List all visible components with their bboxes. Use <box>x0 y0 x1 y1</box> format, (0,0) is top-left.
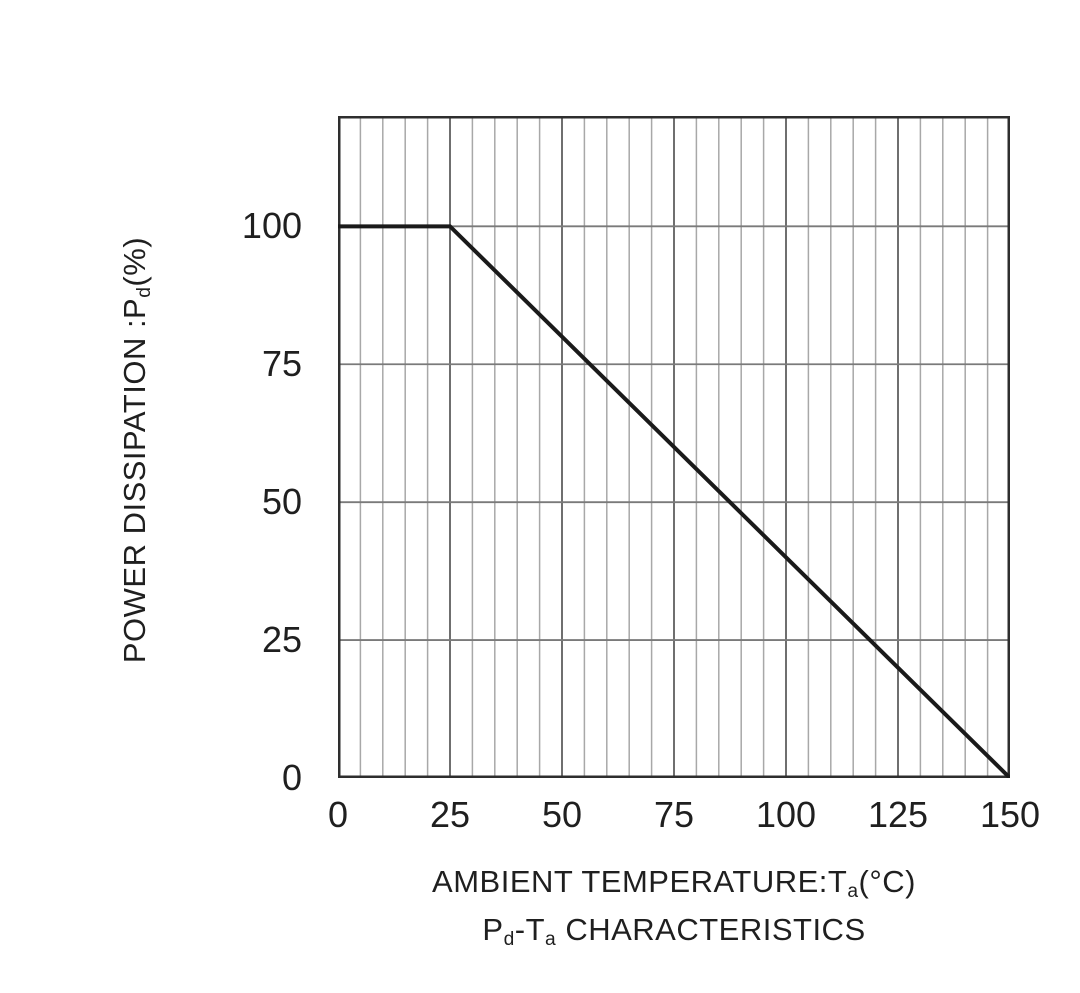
y-tick-label: 0 <box>281 757 302 798</box>
y-tick-label: 75 <box>261 343 302 385</box>
y-tick-label: 25 <box>261 619 302 661</box>
x-tick-label: 0 <box>327 794 349 835</box>
x-axis-title: AMBIENT TEMPERATURE:Ta(°C) <box>432 864 916 903</box>
x-tick-label: 125 <box>867 794 929 835</box>
chart-title: Pd-Ta CHARACTERISTICS <box>482 912 866 951</box>
x-tick-label: 75 <box>653 794 695 835</box>
x-tick-label: 50 <box>541 794 583 835</box>
y-tick-label: 100 <box>241 205 302 247</box>
y-tick-label: 50 <box>261 481 302 523</box>
x-tick-label: 100 <box>755 794 817 835</box>
plot-border <box>338 116 1010 778</box>
y-axis-title: POWER DISSIPATION :Pd(%) <box>117 236 156 664</box>
plot-area <box>338 116 1010 778</box>
x-tick-label: 25 <box>429 794 471 835</box>
x-tick-label: 150 <box>979 794 1041 835</box>
power-derating-curve <box>338 224 1010 778</box>
